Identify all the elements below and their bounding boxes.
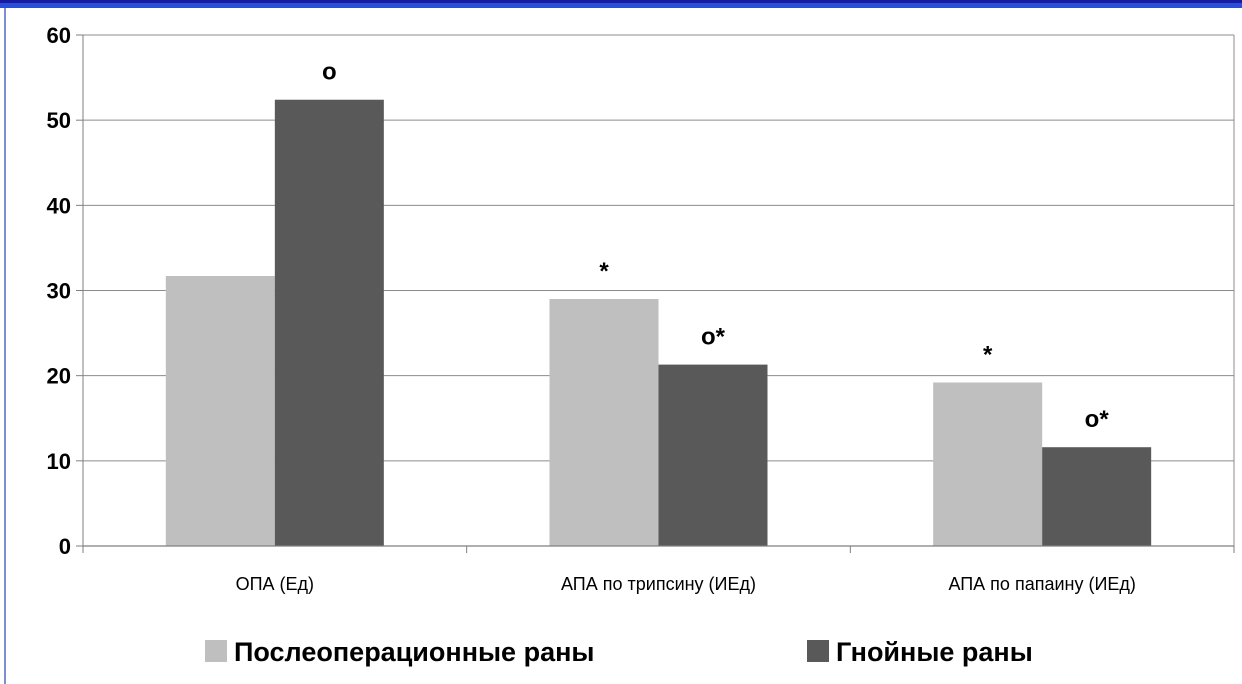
bars bbox=[165, 99, 1152, 546]
significance-mark: * bbox=[599, 258, 609, 285]
legend: Послеоперационные раны Гнойные раны bbox=[205, 637, 1033, 667]
significance-mark: о bbox=[322, 59, 337, 86]
legend-label: Гнойные раны bbox=[836, 637, 1033, 667]
bar bbox=[274, 99, 384, 546]
y-tick-label: 60 bbox=[47, 23, 71, 48]
x-axis: ОПА (Ед) АПА по трипсину (ИЕд) АПА по папа… bbox=[82, 545, 1235, 594]
y-tick-label: 40 bbox=[47, 193, 71, 218]
y-tick-label: 30 bbox=[47, 279, 71, 304]
header-bar-dark bbox=[0, 0, 1242, 3]
bar bbox=[933, 382, 1043, 546]
y-tick-label: 0 bbox=[59, 534, 71, 559]
left-border bbox=[4, 8, 6, 684]
category-label: ОПА (Ед) bbox=[236, 574, 314, 594]
legend-swatch bbox=[205, 640, 227, 662]
significance-mark: о* bbox=[1085, 406, 1110, 433]
header-bar bbox=[0, 3, 1242, 8]
y-axis: 0 10 20 30 40 50 60 bbox=[47, 23, 84, 559]
bar bbox=[165, 276, 275, 546]
significance-mark: о* bbox=[701, 324, 726, 351]
category-label: АПА по папаину (ИЕд) bbox=[948, 574, 1135, 594]
bar bbox=[1042, 447, 1152, 546]
significance-mark: * bbox=[983, 341, 993, 368]
category-label: АПА по трипсину (ИЕд) bbox=[561, 574, 756, 594]
legend-swatch bbox=[807, 640, 829, 662]
annotations: о*о**о* bbox=[322, 59, 1109, 433]
y-tick-label: 50 bbox=[47, 108, 71, 133]
y-tick-label: 20 bbox=[47, 364, 71, 389]
bar bbox=[658, 364, 768, 546]
y-tick-label: 10 bbox=[47, 449, 71, 474]
bar bbox=[549, 299, 659, 546]
legend-label: Послеоперационные раны bbox=[234, 637, 594, 667]
